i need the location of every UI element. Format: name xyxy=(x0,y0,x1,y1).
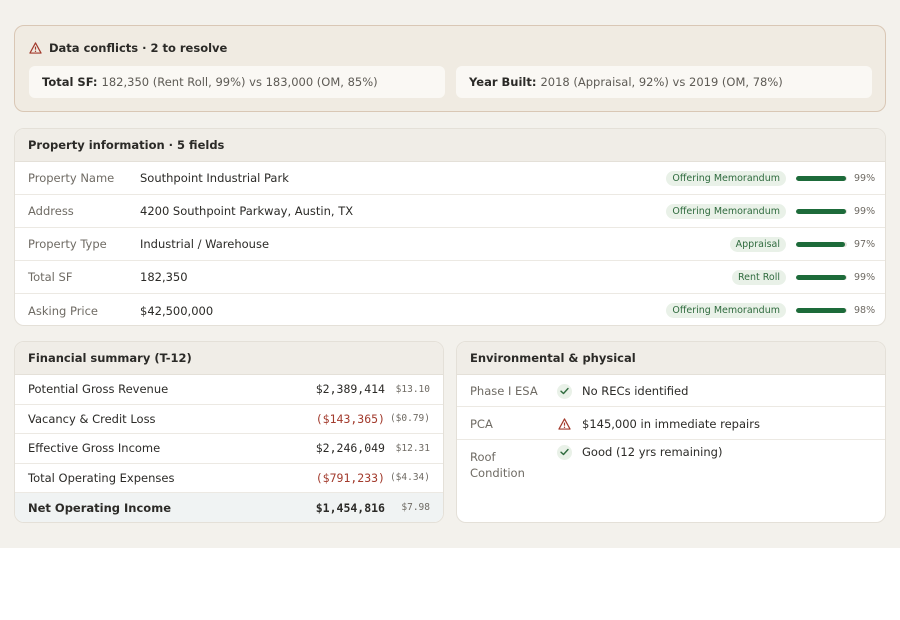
environmental-field-label: Roof Condition xyxy=(470,450,525,480)
financial-line-label: Total Operating Expenses xyxy=(28,470,175,485)
source-badge: Rent Roll xyxy=(731,269,786,285)
property-field-value: 182,350 xyxy=(140,270,188,284)
property-information-header: Property information · 5 fields xyxy=(15,129,885,162)
check-icon xyxy=(557,383,572,399)
property-row[interactable]: Property Name Southpoint Industrial Park O… xyxy=(15,162,885,195)
property-row[interactable]: Asking Price $42,500,000 Offering Memorand… xyxy=(15,294,885,325)
confidence-bar-fill xyxy=(796,241,846,247)
confidence-bar xyxy=(796,241,847,247)
financial-per-sf: $7.98 xyxy=(401,502,430,514)
confidence-percent: 99% xyxy=(854,271,876,283)
confidence-bar xyxy=(796,274,847,280)
financial-line-label: Vacancy & Credit Loss xyxy=(28,411,156,426)
financial-per-sf: ($0.79) xyxy=(389,413,430,425)
property-field-value: Southpoint Industrial Park xyxy=(140,171,289,185)
environmental-field-value: $145,000 in immediate repairs xyxy=(582,416,760,431)
conflict-detail: 182,350 (Rent Roll, 99%) vs 183,000 (OM,… xyxy=(101,75,378,89)
confidence-bar-fill xyxy=(796,208,847,214)
property-source-info: Rent Roll 99% xyxy=(731,269,876,285)
confidence-percent: 99% xyxy=(854,172,876,184)
property-field-label: Property Type xyxy=(28,237,107,251)
property-field-label: Address xyxy=(28,204,74,218)
financial-amount: ($791,233) xyxy=(315,470,385,485)
property-field-label: Asking Price xyxy=(28,303,99,318)
financial-row: Effective Gross Income $2,246,049 $12.31 xyxy=(15,434,443,464)
financial-per-sf: $12.31 xyxy=(395,442,430,454)
data-conflicts-panel: Data conflicts · 2 to resolve Total SF: … xyxy=(14,25,886,112)
net-operating-income-row: Net Operating Income $1,454,816 $7.98 xyxy=(15,493,443,522)
financial-line-label: Net Operating Income xyxy=(28,500,171,515)
property-source-info: Offering Memorandum 99% xyxy=(666,170,876,186)
source-badge: Offering Memorandum xyxy=(666,303,786,318)
confidence-bar xyxy=(796,208,847,214)
check-icon xyxy=(557,444,572,460)
financial-per-sf: $13.10 xyxy=(395,383,430,395)
source-badge: Offering Memorandum xyxy=(666,170,786,186)
property-row[interactable]: Total SF 182,350 Rent Roll 99% xyxy=(15,261,885,294)
conflict-field: Year Built: xyxy=(469,75,537,89)
financial-row: Potential Gross Revenue $2,389,414 $13.10 xyxy=(15,375,443,405)
environmental-field-value: Good (12 yrs remaining) xyxy=(582,445,723,459)
environmental-physical-header: Environmental & physical xyxy=(457,342,885,375)
financial-per-sf: ($4.34) xyxy=(389,472,430,484)
conflict-item-year-built[interactable]: Year Built: 2018 (Appraisal, 92%) vs 201… xyxy=(456,66,872,98)
data-conflicts-header: Data conflicts · 2 to resolve xyxy=(29,41,227,55)
property-field-label: Total SF xyxy=(28,270,73,284)
environmental-row: PCA $145,000 in immediate repairs xyxy=(457,407,885,440)
confidence-bar-fill xyxy=(796,308,846,313)
warning-icon xyxy=(557,416,572,431)
property-field-value: Industrial / Warehouse xyxy=(140,237,270,251)
environmental-row: Phase I ESA No RECs identified xyxy=(457,375,885,407)
confidence-percent: 97% xyxy=(854,238,876,250)
confidence-bar-fill xyxy=(796,175,847,181)
confidence-bar-fill xyxy=(796,274,847,280)
environmental-field-label: Phase I ESA xyxy=(470,384,538,398)
property-source-info: Offering Memorandum 99% xyxy=(666,203,876,219)
financial-summary-card: Financial summary (T-12) Potential Gross… xyxy=(14,341,444,523)
financial-row: Vacancy & Credit Loss ($143,365) ($0.79) xyxy=(15,405,443,434)
property-source-info: Appraisal 97% xyxy=(729,236,876,252)
warning-icon xyxy=(29,42,42,54)
financial-amount: $1,454,816 xyxy=(315,500,385,515)
financial-summary-header: Financial summary (T-12) xyxy=(15,342,443,375)
confidence-bar xyxy=(796,308,847,313)
confidence-percent: 98% xyxy=(854,305,876,316)
conflict-field: Total SF: xyxy=(42,75,98,89)
property-row[interactable]: Address 4200 Southpoint Parkway, Austin, … xyxy=(15,195,885,228)
environmental-physical-card: Environmental & physical Phase I ESA No R… xyxy=(456,341,886,523)
property-row[interactable]: Property Type Industrial / Warehouse Appra… xyxy=(15,228,885,261)
property-information-card: Property information · 5 fields Property… xyxy=(14,128,886,326)
source-badge: Offering Memorandum xyxy=(666,203,786,219)
confidence-bar xyxy=(796,175,847,181)
financial-amount: ($143,365) xyxy=(315,411,385,426)
data-conflicts-title: Data conflicts · 2 to resolve xyxy=(49,41,228,55)
environmental-field-value: No RECs identified xyxy=(582,384,689,398)
property-field-value: $42,500,000 xyxy=(140,303,214,318)
confidence-percent: 99% xyxy=(854,205,876,217)
financial-line-label: Potential Gross Revenue xyxy=(28,382,169,397)
environmental-field-label: PCA xyxy=(470,416,493,431)
property-source-info: Offering Memorandum 98% xyxy=(666,303,876,318)
conflict-detail: 2018 (Appraisal, 92%) vs 2019 (OM, 78%) xyxy=(540,75,783,89)
financial-amount: $2,246,049 xyxy=(315,441,385,456)
environmental-row: Roof Condition Good (12 yrs remaining) xyxy=(457,440,885,489)
conflict-item-total-sf[interactable]: Total SF: 182,350 (Rent Roll, 99%) vs 18… xyxy=(29,66,445,98)
financial-row: Total Operating Expenses ($791,233) ($4.34… xyxy=(15,464,443,493)
financial-line-label: Effective Gross Income xyxy=(28,441,161,456)
financial-amount: $2,389,414 xyxy=(315,382,385,397)
property-field-label: Property Name xyxy=(28,171,115,185)
source-badge: Appraisal xyxy=(729,236,786,252)
property-field-value: 4200 Southpoint Parkway, Austin, TX xyxy=(140,204,354,218)
